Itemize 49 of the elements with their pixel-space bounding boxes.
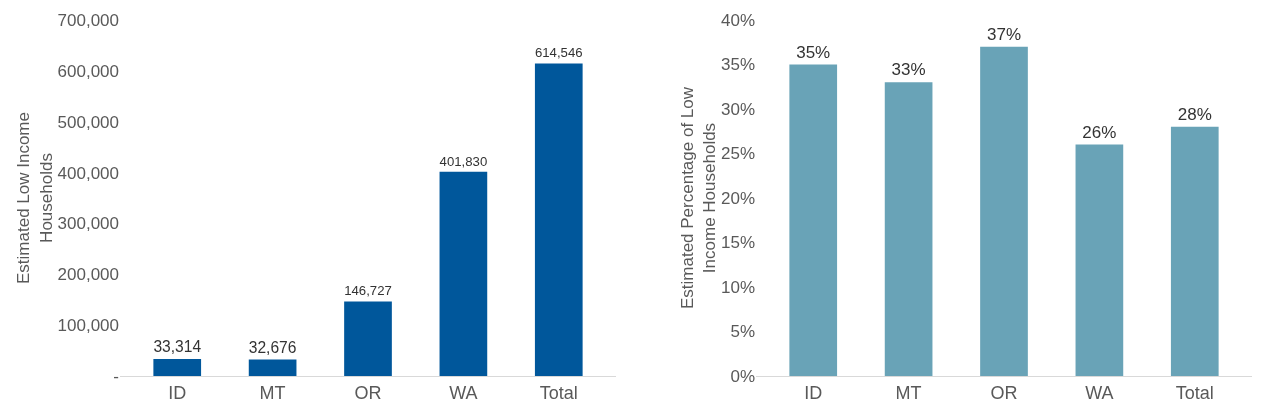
bar [980,46,1028,376]
x-tick-label: ID [168,382,187,403]
data-label: 35% [796,42,831,62]
x-tick-label: Total [539,382,578,403]
y-tick-label: 25% [720,144,755,164]
x-tick-label: OR [354,382,382,403]
y-tick-label: 35% [720,55,755,75]
y-tick-label: 0% [730,366,755,386]
data-label: 33,314 [153,338,202,356]
y-tick-label: 10% [720,277,755,297]
y-tick-label: 600,000 [57,61,119,81]
bar [534,63,583,376]
data-label: 28% [1177,104,1212,124]
y-tick-label: 200,000 [57,265,119,285]
data-label: 33% [891,60,926,80]
x-tick-label: MT [895,382,922,403]
y-axis-title: Estimated Percentage of Low Income Households [677,86,719,310]
x-tick-label: OR [990,382,1018,403]
bar [439,171,488,376]
x-tick-label: MT [259,382,286,403]
bar [789,64,838,376]
data-label: 32,676 [248,338,297,356]
y-tick-label: 20% [720,188,755,208]
bar [248,359,297,376]
y-tick-label: 300,000 [57,214,119,234]
y-tick-label: 30% [720,99,755,119]
y-tick-label: 400,000 [57,163,119,183]
y-tick-label: - [113,366,119,386]
y-tick-label: 700,000 [57,10,119,30]
data-label: 614,546 [534,45,583,61]
x-tick-label: WA [1085,382,1114,403]
x-tick-label: WA [449,382,478,403]
data-label: 146,727 [344,283,392,299]
data-label: 26% [1082,122,1117,142]
bar [344,301,392,376]
bar [153,359,202,376]
x-tick-label: Total [1175,382,1214,403]
x-tick-label: ID [804,382,823,403]
bar [1075,144,1124,376]
y-tick-label: 15% [720,233,755,253]
y-tick-label: 40% [720,10,755,30]
bar [1170,126,1219,376]
y-tick-label: 5% [730,322,755,342]
bar [884,82,933,376]
y-tick-label: 100,000 [57,316,119,336]
data-label: 37% [986,24,1022,44]
y-axis-title: Estimated Low Income Households [14,112,56,284]
y-tick-label: 500,000 [57,112,119,132]
data-label: 401,830 [439,153,488,169]
